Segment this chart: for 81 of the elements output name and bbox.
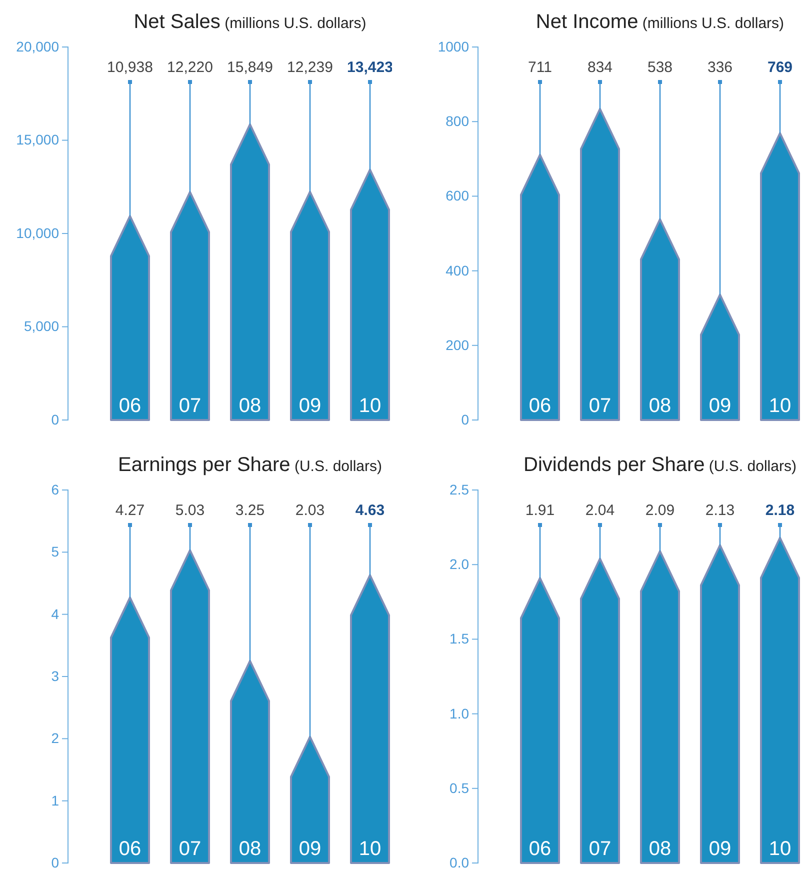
y-tick-label: 10,000 [16,224,60,241]
x-tick-label: 10 [768,395,792,417]
data-label: 3.25 [235,502,265,519]
y-tick-label: 5,000 [24,318,60,334]
chart-subtitle: (U.S. dollars) [290,458,382,475]
data-label: 2.18 [765,502,795,519]
y-tick-label: 2.0 [450,556,470,572]
y-tick-label: 0.5 [450,780,470,796]
x-tick-label: 09 [298,838,322,860]
y-tick-label: 1000 [438,38,470,54]
y-tick-label: 20,000 [16,38,60,54]
y-tick-label: 2 [51,730,60,746]
x-tick-label: 06 [118,395,142,417]
chart-title: Net Sales [134,11,220,33]
y-tick-label: 6 [51,481,60,498]
data-label: 538 [647,59,673,76]
chart-subtitle: (millions U.S. dollars) [220,15,366,32]
bar [700,544,740,864]
chart-title: Dividends per Share [524,454,705,476]
chart-subtitle: (millions U.S. dollars) [638,15,784,32]
data-label: 336 [707,59,733,76]
data-label: 5.03 [175,502,205,519]
chart-title: Net Income [536,11,638,33]
x-tick-label: 09 [708,395,732,417]
x-tick-label: 08 [238,395,262,417]
y-tick-label: 5 [51,544,60,560]
data-label: 2.13 [705,502,735,519]
x-tick-label: 08 [648,838,672,860]
bar [640,550,680,864]
data-label: 2.04 [585,502,615,519]
data-label: 1.91 [525,502,555,519]
y-tick-label: 1.0 [450,705,470,722]
y-tick-label: 0 [51,411,60,428]
y-tick-label: 1 [51,792,60,808]
y-tick-label: 200 [446,336,470,353]
x-tick-label: 06 [118,838,142,860]
data-label: 4.63 [355,502,385,519]
y-tick-label: 15,000 [16,132,60,148]
x-tick-label: 09 [298,395,322,417]
data-label: 2.09 [645,502,675,519]
y-tick-label: 800 [446,113,470,130]
x-tick-label: 06 [528,395,552,417]
x-tick-label: 10 [358,395,382,417]
x-tick-label: 09 [708,838,732,860]
bar [230,123,270,421]
x-tick-label: 07 [588,395,612,417]
bar [760,132,800,421]
data-label: 834 [587,59,613,76]
data-label: 13,423 [347,59,393,76]
data-label: 12,239 [287,59,333,76]
data-label: 10,938 [107,59,153,76]
y-tick-label: 0.0 [450,854,470,869]
y-tick-label: 3 [51,668,60,684]
x-tick-label: 08 [238,838,262,860]
data-label: 2.03 [295,502,325,519]
y-tick-label: 400 [446,262,470,278]
chart-title: Earnings per Share [118,454,290,476]
y-tick-label: 4 [51,606,60,622]
bar [170,549,210,864]
chart-subtitle: (U.S. dollars) [704,458,796,475]
x-tick-label: 07 [178,395,202,417]
x-tick-label: 10 [768,838,792,860]
x-tick-label: 07 [588,838,612,860]
data-label: 4.27 [115,502,145,519]
y-tick-label: 1.5 [450,630,470,647]
bar [760,536,800,864]
data-label: 15,849 [227,59,273,76]
y-tick-label: 0 [461,411,470,428]
data-label: 12,220 [167,59,213,76]
x-tick-label: 10 [358,838,382,860]
bar [580,108,620,421]
bar [350,574,390,864]
data-label: 711 [528,59,552,76]
x-tick-label: 08 [648,395,672,417]
y-tick-label: 0 [51,854,60,869]
y-tick-label: 2.5 [450,481,470,498]
x-tick-label: 07 [178,838,202,860]
bar [580,558,620,864]
x-tick-label: 06 [528,838,552,860]
data-label: 769 [767,59,793,76]
y-tick-label: 600 [446,188,470,204]
